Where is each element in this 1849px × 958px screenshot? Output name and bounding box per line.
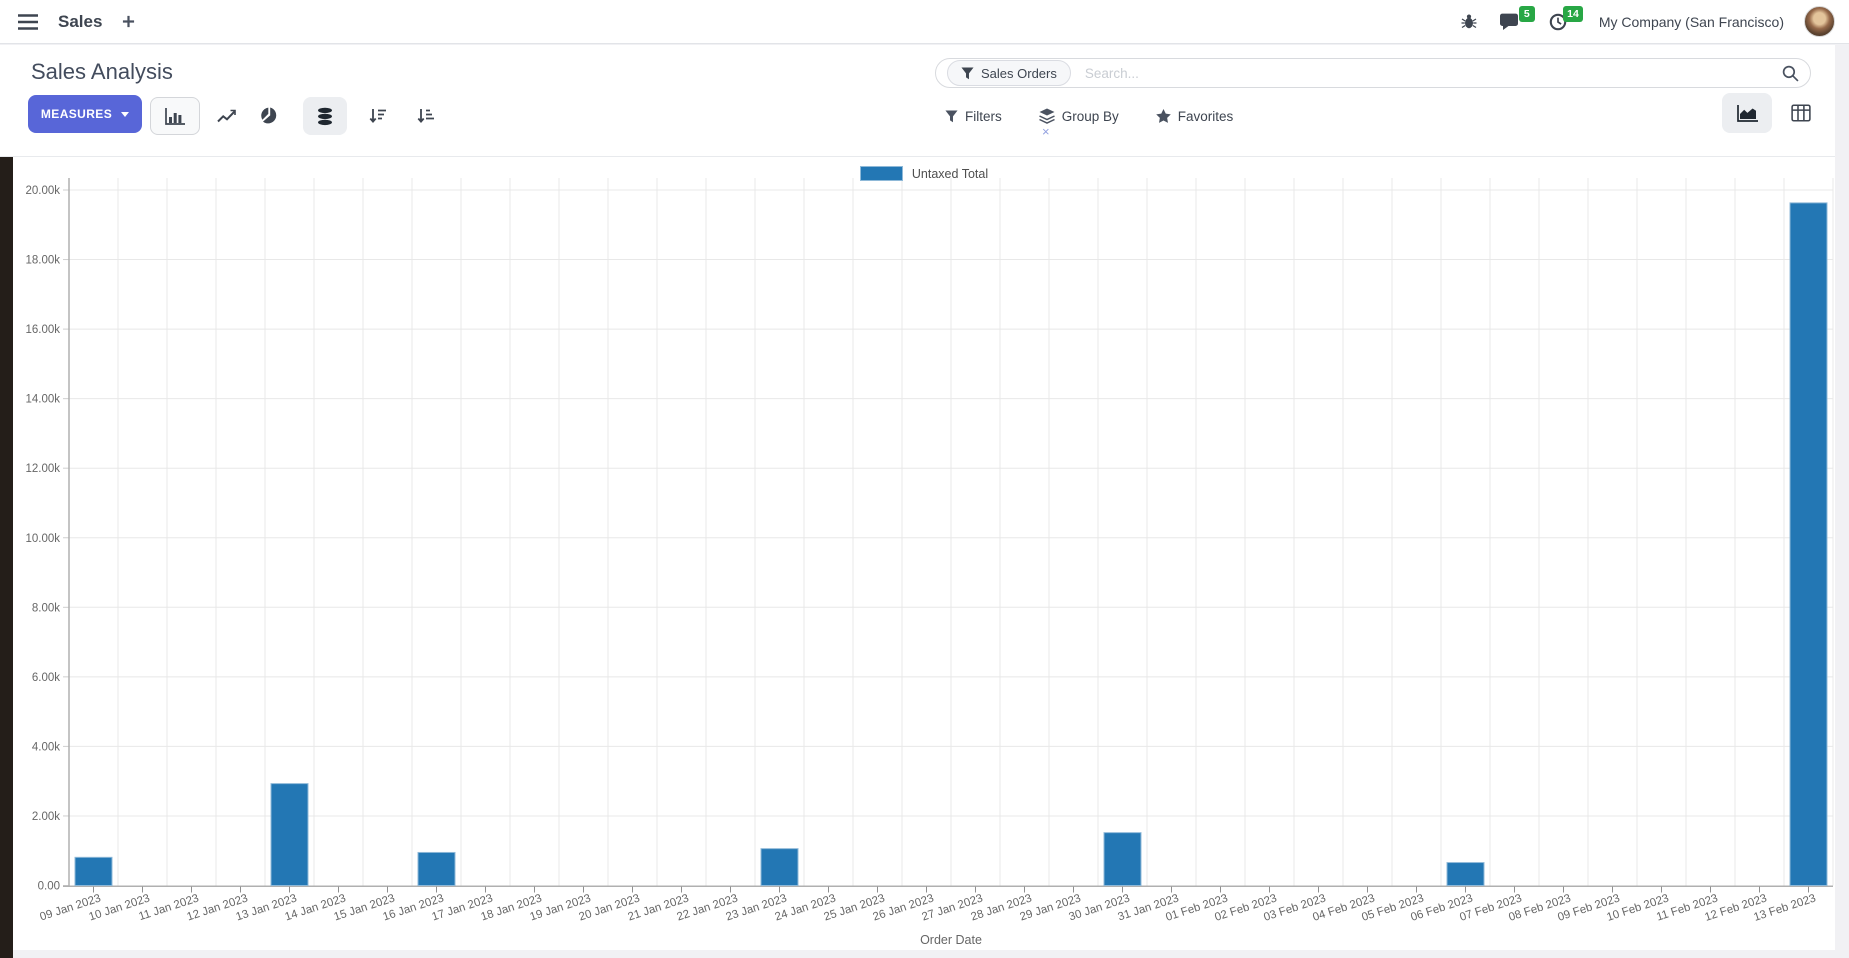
stacked-discs-icon [318, 107, 332, 125]
search-input[interactable] [1082, 64, 1782, 82]
screen-left-edge [0, 157, 13, 958]
apps-menu-button[interactable] [14, 10, 42, 34]
debug-button[interactable] [1457, 9, 1481, 34]
y-axis-label: 6.00k [32, 672, 60, 684]
funnel-icon [961, 66, 974, 79]
bar-chart-button[interactable] [150, 97, 200, 135]
y-axis-label: 16.00k [25, 324, 60, 336]
pivot-table-icon [1791, 104, 1811, 122]
measures-button[interactable]: MEASURES [28, 95, 142, 133]
y-axis-label: 18.00k [25, 255, 60, 267]
navbar-right: 5 14 My Company (San Francisco) [1457, 5, 1835, 37]
app-name[interactable]: Sales [58, 11, 103, 31]
messages-button[interactable]: 5 [1495, 5, 1535, 35]
y-axis-label: 2.00k [32, 811, 60, 823]
company-name: My Company (San Francisco) [1598, 13, 1784, 30]
activities-badge: 14 [1563, 5, 1583, 22]
search-options-row: Filters Group By Favorites [945, 97, 1233, 135]
bar-chart-icon [165, 107, 185, 125]
page-title: Sales Analysis [31, 59, 173, 84]
bar-23-jan-2023[interactable] [760, 848, 799, 886]
sort-ascending-icon [417, 109, 434, 123]
filters-funnel-icon [945, 109, 958, 122]
sort-descending-button[interactable] [356, 97, 400, 135]
area-graph-icon [1736, 104, 1758, 122]
star-icon [1156, 109, 1171, 123]
user-avatar[interactable] [1804, 6, 1835, 37]
bar-30-jan-2023[interactable] [1103, 832, 1142, 887]
y-axis-label: 20.00k [25, 185, 60, 197]
x-axis-title: Order Date [920, 933, 982, 947]
search-icon[interactable] [1782, 65, 1799, 82]
y-axis-label: 8.00k [32, 602, 60, 614]
hamburger-icon [18, 13, 38, 30]
navbar-left: Sales [14, 10, 139, 34]
bar-13-jan-2023[interactable] [270, 783, 309, 886]
y-axis-label: 0.00 [38, 881, 60, 893]
facet-label: Sales Orders [981, 65, 1057, 81]
messages-badge: 5 [1518, 5, 1535, 22]
legend-swatch [859, 166, 903, 181]
layers-icon [1038, 108, 1055, 124]
bar-chart-svg[interactable]: 0.00 2.00k 4.00k 6.00k 8.00k 10.00k 12.00k 14.0… [13, 157, 1835, 950]
y-axis-label: 4.00k [32, 741, 60, 753]
top-navbar: Sales 5 [0, 0, 1849, 44]
chevron-down-icon [121, 111, 130, 117]
sort-descending-icon [369, 109, 386, 123]
bug-icon [1461, 14, 1477, 29]
filters-button[interactable]: Filters [945, 109, 1002, 124]
stacked-toggle-button[interactable] [303, 97, 347, 135]
chat-icon [1499, 13, 1518, 30]
bar-13-feb-2023[interactable] [1789, 202, 1828, 886]
legend-label: Untaxed Total [911, 166, 989, 181]
user-menu-button[interactable]: My Company (San Francisco) [1593, 13, 1790, 31]
y-axis-label: 10.00k [25, 533, 60, 545]
favorites-label: Favorites [1177, 108, 1234, 124]
y-axis-label: 14.00k [25, 394, 60, 406]
chart-legend[interactable]: Untaxed Total [13, 166, 1835, 181]
activities-button[interactable]: 14 [1545, 5, 1583, 35]
line-chart-button[interactable] [205, 97, 249, 135]
scrollbar-track[interactable] [1835, 45, 1849, 958]
line-chart-icon [217, 109, 236, 123]
search-bar[interactable]: Sales Orders [935, 58, 1811, 88]
favorites-button[interactable]: Favorites [1156, 108, 1234, 124]
bar-06-feb-2023[interactable] [1446, 862, 1485, 887]
filters-label: Filters [965, 108, 1002, 124]
new-tab-button[interactable] [118, 11, 139, 32]
group-by-label: Group By [1061, 108, 1119, 124]
page-background-strip [13, 950, 1835, 958]
search-facet-sales-orders[interactable]: Sales Orders [947, 60, 1071, 86]
sort-ascending-button[interactable] [404, 97, 448, 135]
control-panel: Sales Analysis MEASURES [0, 45, 1835, 157]
bar-09-jan-2023[interactable] [74, 856, 113, 887]
group-by-button[interactable]: Group By [1038, 108, 1119, 124]
facet-remove-icon[interactable]: × [1042, 124, 1050, 139]
pivot-view-button[interactable] [1776, 93, 1826, 133]
pie-chart-icon [261, 107, 277, 124]
chart-area: 0.00 2.00k 4.00k 6.00k 8.00k 10.00k 12.00k 14.0… [13, 157, 1835, 950]
y-axis-label: 12.00k [25, 463, 60, 475]
bar-16-jan-2023[interactable] [417, 851, 456, 886]
pie-chart-button[interactable] [247, 97, 291, 135]
measures-label: MEASURES [40, 107, 113, 121]
plus-icon [123, 15, 135, 28]
graph-view-button[interactable] [1722, 93, 1772, 133]
